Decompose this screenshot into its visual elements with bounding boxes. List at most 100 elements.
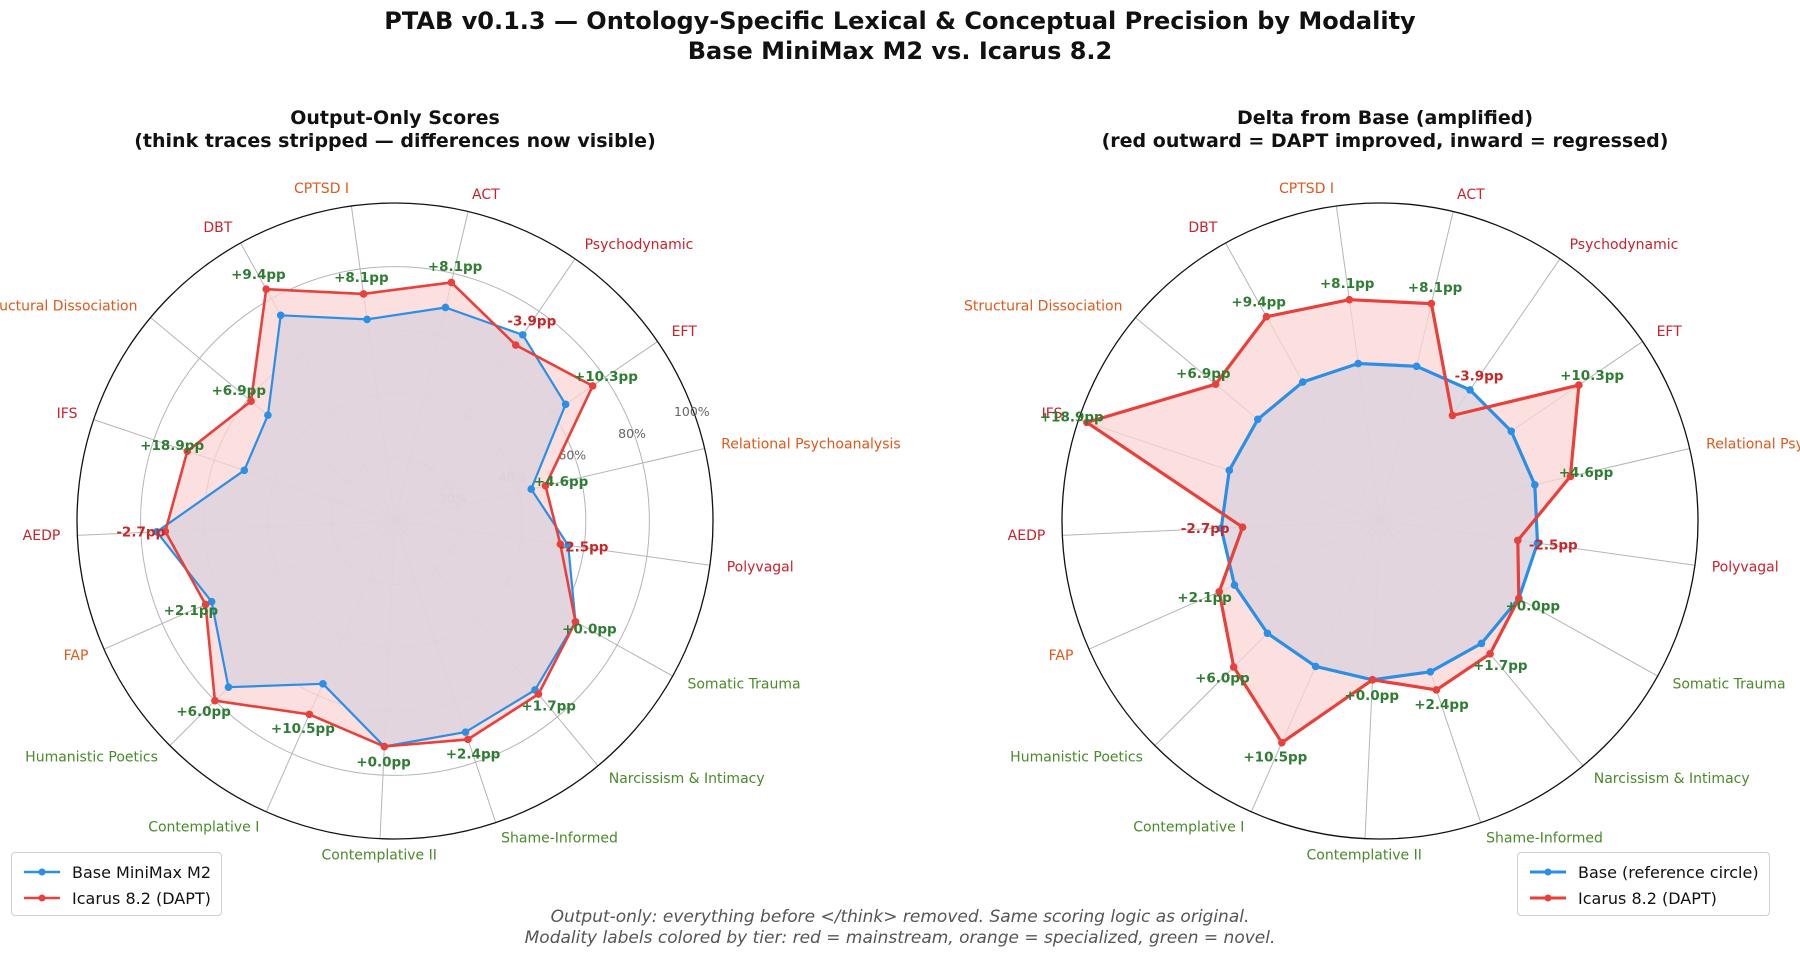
left-base-series-point-3 [518, 331, 527, 339]
right-category-label-ifs: IFS [1042, 406, 1063, 422]
left-delta-label-5: +8.1pp [334, 270, 389, 286]
right-delta-label-8: +18.9pp [1040, 409, 1104, 425]
left-dapt-series-point-14 [464, 735, 472, 744]
right-category-label-shame-informed: Shame-Informed [1486, 831, 1603, 847]
left-dapt-series-point-3 [511, 341, 520, 349]
left-dapt-series-point-2 [588, 382, 597, 390]
right-base-series-point-9 [1217, 524, 1225, 532]
right-delta-label-7: +6.9pp [1176, 366, 1231, 382]
figure-title-line2: Base MiniMax M2 vs. Icarus 8.2 [687, 37, 1113, 65]
left-radar-chart: Polyvagal Relational Psychoanalysis EFT Psy… [0, 181, 901, 863]
left-base-series-point-12 [319, 680, 327, 688]
legend-entry-dapt-delta: Icarus 8.2 (DAPT) [1528, 885, 1759, 911]
left-category-label-aedp: AEDP [23, 528, 61, 544]
left-category-label-humanistic-poetics: Humanistic Poetics [25, 750, 158, 766]
right-category-label-humanistic-poetics: Humanistic Poetics [1010, 750, 1143, 766]
left-dapt-series-point-5 [359, 290, 368, 298]
right-base-series-point-2 [1507, 427, 1516, 436]
legend-label-dapt: Icarus 8.2 (DAPT) [72, 888, 211, 908]
left-base-series-point-1 [527, 485, 536, 493]
right-category-label-psychodynamic: Psychodynamic [1570, 237, 1679, 253]
right-dapt-series-point-3 [1448, 411, 1457, 420]
left-category-label-shame-informed: Shame-Informed [501, 831, 618, 847]
right-radar-chart: Polyvagal Relational Psychoanalysis EFT Psy… [964, 181, 1800, 863]
right-delta-label-12: +10.5pp [1243, 749, 1307, 765]
left-base-series-point-9 [152, 527, 161, 536]
right-dapt-series-point-13 [1368, 676, 1377, 684]
left-r-tick-label-80: 80% [618, 426, 646, 441]
right-category-label-aedp: AEDP [1008, 528, 1046, 544]
legend-marker-base [24, 868, 60, 876]
right-base-series-point-10 [1230, 581, 1239, 589]
left-category-label-ifs: IFS [57, 406, 78, 422]
right-base-series-line [1219, 361, 1540, 682]
left-category-label-relational-psychoanalysis: Relational Psychoanalysis [721, 437, 901, 453]
left-base-series-point-7 [264, 411, 272, 420]
footnote-line2: Modality labels colored by tier: red = m… [524, 928, 1276, 948]
right-dapt-series-point-14 [1432, 686, 1441, 694]
right-delta-label-9: -2.7pp [1181, 521, 1230, 537]
right-delta-label-5: +8.1pp [1320, 276, 1375, 292]
right-dapt-series-point-9 [1238, 523, 1247, 532]
right-delta-label-14: +2.4pp [1414, 697, 1469, 713]
right-category-label-act: ACT [1457, 187, 1485, 203]
legend-entry-base: Base MiniMax M2 [22, 859, 211, 885]
left-category-label-polyvagal: Polyvagal [727, 560, 794, 576]
left-dapt-series-point-13 [380, 742, 389, 751]
right-category-label-narcissism-intimacy: Narcissism & Intimacy [1594, 771, 1750, 787]
left-panel-title-line2: (think traces stripped — differences now… [134, 130, 656, 152]
right-outer-frame [1061, 202, 1699, 840]
left-dapt-series-point-15 [534, 690, 543, 698]
right-dapt-series-line [1085, 298, 1581, 745]
right-legend: Base (reference circle) Icarus 8.2 (DAPT… [1517, 852, 1770, 916]
right-delta-label-15: +1.7pp [1473, 658, 1528, 674]
left-dapt-series-point-6 [262, 285, 270, 293]
left-delta-label-9: -2.7pp [116, 524, 165, 540]
right-category-label-contemplative-ii: Contemplative II [1307, 848, 1422, 864]
right-dapt-series-point-11 [1229, 663, 1238, 671]
legend-label-base-reference: Base (reference circle) [1578, 862, 1759, 882]
legend-marker-base-reference [1530, 868, 1566, 876]
left-r-tick-label-60: 60% [558, 448, 586, 463]
left-base-series-point-11 [224, 683, 233, 692]
right-delta-label-10: +2.1pp [1177, 590, 1232, 606]
legend-label-base: Base MiniMax M2 [72, 862, 212, 882]
right-category-label-dbt: DBT [1188, 220, 1217, 236]
right-delta-label-3: -3.9pp [1455, 369, 1504, 385]
legend-label-dapt-delta: Icarus 8.2 (DAPT) [1578, 888, 1717, 908]
left-dapt-series-point-11 [211, 696, 219, 705]
left-category-label-cptsd-i: CPTSD I [294, 181, 349, 197]
left-delta-label-8: +18.9pp [140, 438, 204, 454]
figure-title-line1: PTAB v0.1.3 — Ontology-Specific Lexical … [384, 7, 1416, 35]
left-base-series-point-8 [240, 466, 249, 475]
right-delta-label-16: +0.0pp [1506, 598, 1561, 614]
right-delta-label-6: +9.4pp [1231, 295, 1286, 311]
right-dapt-series-point-4 [1427, 299, 1436, 308]
left-category-label-psychodynamic: Psychodynamic [585, 237, 694, 253]
left-legend: Base MiniMax M2 Icarus 8.2 (DAPT) [11, 852, 223, 916]
left-delta-label-14: +2.4pp [446, 747, 501, 763]
left-base-series-point-2 [561, 400, 570, 409]
right-base-series-point-5 [1354, 359, 1362, 368]
right-delta-label-13: +0.0pp [1344, 688, 1399, 704]
left-base-series-point-4 [441, 303, 450, 312]
right-delta-label-2: +10.3pp [1560, 368, 1624, 384]
left-base-series-point-6 [276, 311, 285, 320]
left-delta-label-6: +9.4pp [231, 267, 286, 283]
left-base-fill [156, 307, 576, 747]
left-delta-label-11: +6.0pp [176, 704, 231, 720]
left-grid-circle [140, 266, 650, 776]
left-base-series-point-14 [461, 728, 470, 736]
right-dapt-series-point-7 [1211, 380, 1220, 389]
left-category-label-contemplative-i: Contemplative I [148, 819, 259, 835]
right-category-label-relational-psychoanalysis: Relational Psychoanalysis [1706, 437, 1800, 453]
left-dapt-series-line [164, 281, 595, 748]
left-category-label-eft: EFT [672, 324, 698, 340]
right-dapt-series-point-12 [1278, 738, 1286, 747]
legend-marker-dapt [24, 894, 60, 902]
legend-entry-base-reference: Base (reference circle) [1528, 859, 1759, 885]
right-base-series-point-8 [1225, 466, 1234, 475]
left-dapt-series-point-12 [305, 710, 314, 719]
left-dapt-series-point-0 [556, 540, 565, 549]
right-category-label-structural-dissociation: Structural Dissociation [964, 299, 1123, 315]
